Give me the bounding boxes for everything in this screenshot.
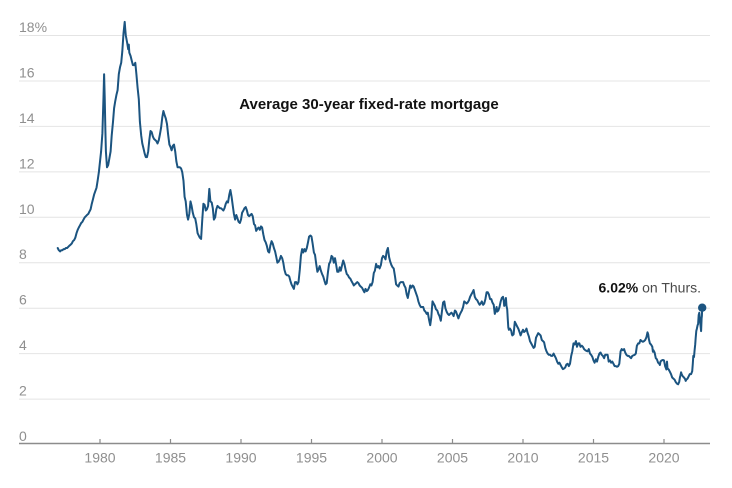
latest-point-dot [698,303,707,312]
x-tick-label: 1990 [225,450,256,466]
y-tick-label: 0 [19,428,27,444]
chart-title: Average 30-year fixed-rate mortgage [239,96,499,113]
y-tick-label: 8 [19,246,27,262]
y-tick-label: 6 [19,292,27,308]
y-tick-label: 16 [19,65,35,81]
x-tick-label: 1995 [296,450,327,466]
y-tick-label: 10 [19,201,35,217]
x-tick-label: 1985 [155,450,186,466]
gridlines [19,35,710,400]
x-tick-label: 2000 [366,450,397,466]
y-tick-label: 18% [19,19,47,35]
y-axis-labels: 0 2 4 6 8 10 12 14 16 18% [19,19,47,444]
y-tick-label: 2 [19,383,27,399]
x-tick-label: 2010 [507,450,538,466]
x-axis-ticks [99,439,665,444]
y-tick-label: 12 [19,155,35,171]
y-tick-label: 14 [19,110,35,126]
x-tick-label: 2005 [437,450,468,466]
x-tick-label: 1980 [84,450,115,466]
x-tick-label: 2020 [648,450,679,466]
x-axis-labels: 1980 1985 1990 1995 2000 2005 2010 2015 2020 [84,450,679,466]
y-tick-label: 4 [19,337,27,353]
rate-line [56,20,704,386]
latest-annotation: 6.02% on Thurs. [599,280,701,296]
annotation-value: 6.02% [599,280,639,296]
x-tick-label: 2015 [578,450,609,466]
annotation-rest: on Thurs. [638,280,701,296]
